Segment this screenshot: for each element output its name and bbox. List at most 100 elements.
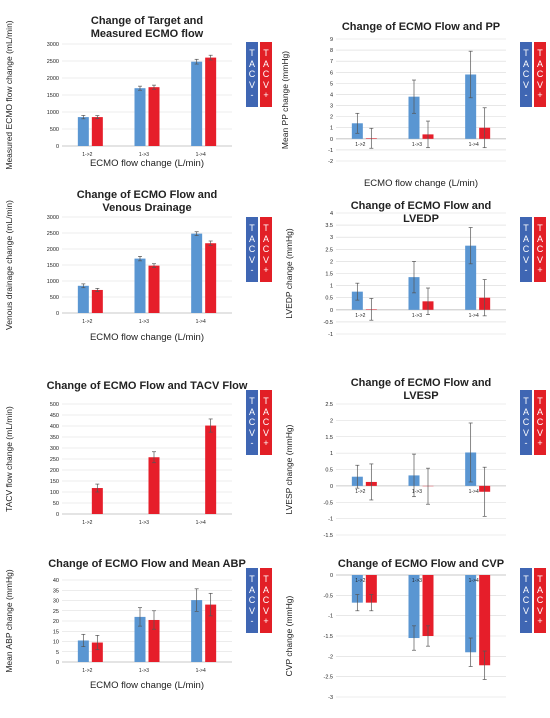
legend-letter: - — [524, 438, 528, 449]
bar-tacv-minus — [77, 285, 89, 313]
y-tick-label: 200 — [50, 468, 59, 474]
bar-tacv-minus — [408, 96, 420, 139]
legend-letter: C — [248, 244, 256, 255]
category-label: 1->2 — [355, 489, 365, 495]
bar-tacv-minus — [77, 117, 89, 146]
legend-letter: C — [262, 244, 270, 255]
y-tick-label: -1.5 — [324, 533, 333, 539]
legend-letter: - — [524, 90, 528, 101]
legend-letter: T — [537, 574, 543, 585]
x-axis-title: ECMO flow change (L/min) — [90, 332, 204, 343]
bar-tacv-minus — [465, 74, 477, 139]
chart-title-line: Venous Drainage — [102, 202, 191, 214]
y-tick-label: 3000 — [47, 42, 59, 48]
bar-tacv-plus — [422, 575, 434, 636]
legend-letter: T — [263, 223, 269, 234]
y-tick-label: 2000 — [47, 76, 59, 82]
y-tick-label: -1 — [328, 614, 333, 620]
chart-title-line: Change of ECMO Flow and — [351, 377, 492, 389]
legend-letter: A — [262, 584, 269, 595]
bar-tacv-minus — [191, 233, 203, 313]
legend-letter: V — [522, 427, 529, 438]
x-axis-title: ECMO flow change (L/min) — [90, 158, 204, 169]
legend-letter: V — [262, 427, 269, 438]
y-tick-label: 0 — [56, 311, 59, 317]
bar-tacv-minus — [134, 88, 146, 146]
y-tick-label: 1.5 — [325, 435, 333, 441]
y-tick-label: 8 — [330, 48, 333, 54]
y-tick-label: -1.5 — [324, 634, 333, 640]
y-tick-label: 6 — [330, 70, 333, 76]
y-tick-label: -1 — [328, 332, 333, 338]
legend-letter: V — [248, 254, 255, 265]
y-axis-title: LVESP change (mmHg) — [284, 424, 294, 514]
legend-letter: T — [249, 223, 255, 234]
category-label: 1->2 — [355, 578, 365, 584]
legend-letter: A — [262, 406, 269, 417]
y-axis-title: CVP change (mmHg) — [284, 596, 294, 677]
legend-letter: - — [250, 90, 254, 101]
bar-tacv-minus — [191, 61, 203, 146]
category-label: 1->3 — [139, 668, 149, 674]
legend-letter: C — [522, 417, 530, 428]
category-label: 1->3 — [412, 578, 422, 584]
legend-letter: C — [248, 417, 256, 428]
y-tick-label: 0 — [330, 573, 333, 579]
y-tick-label: 1.5 — [325, 272, 333, 278]
y-tick-label: 2.5 — [325, 402, 333, 408]
y-tick-label: -2 — [328, 654, 333, 660]
legend-letter: V — [262, 79, 269, 90]
legend-letter: + — [537, 90, 543, 101]
y-tick-label: 2500 — [47, 59, 59, 65]
y-tick-label: 0 — [330, 484, 333, 490]
y-tick-label: 350 — [50, 435, 59, 441]
legend-letter: C — [536, 417, 544, 428]
legend-letter: + — [263, 90, 269, 101]
bar-tacv-plus — [205, 57, 217, 146]
bar-tacv-minus — [351, 291, 363, 310]
category-label: 1->4 — [469, 142, 479, 148]
category-label: 1->2 — [82, 668, 92, 674]
bar-tacv-plus — [148, 265, 160, 313]
legend-letter: V — [248, 427, 255, 438]
y-tick-label: 35 — [53, 588, 59, 594]
legend-letter: C — [536, 595, 544, 606]
legend-letter: T — [523, 48, 529, 59]
y-tick-label: 40 — [53, 578, 59, 584]
category-label: 1->3 — [139, 152, 149, 158]
legend-letter: C — [522, 595, 530, 606]
y-tick-label: 3.5 — [325, 223, 333, 229]
bar-tacv-plus — [205, 604, 217, 662]
y-tick-label: 9 — [330, 37, 333, 43]
legend-letter: C — [536, 69, 544, 80]
legend-tacv-plus: T A C V + — [260, 390, 272, 455]
chart-title-line: Change of ECMO Flow and TACV Flow — [47, 380, 248, 392]
category-label: 1->2 — [82, 520, 92, 526]
legend-tacv-plus: T A C V + — [260, 568, 272, 633]
legend-letter: A — [248, 406, 255, 417]
legend-letter: + — [263, 438, 269, 449]
legend-letter: V — [522, 254, 529, 265]
chart-title-line: Change of Target and — [91, 15, 203, 27]
legend-tacv-plus: T A C V + — [534, 42, 546, 107]
category-label: 1->4 — [469, 578, 479, 584]
legend-letter: A — [262, 233, 269, 244]
category-label: 1->2 — [82, 319, 92, 325]
bar-tacv-plus — [148, 87, 160, 146]
y-tick-label: -0.5 — [324, 320, 333, 326]
legend-letter: + — [537, 616, 543, 627]
legend-letter: C — [262, 69, 270, 80]
y-tick-label: 300 — [50, 446, 59, 452]
chart-abp: Change of ECMO Flow and Mean ABP 0 5 10 15 20… — [4, 558, 246, 691]
legend-letter: A — [262, 58, 269, 69]
bar-tacv-minus — [191, 600, 203, 662]
y-tick-label: 4 — [330, 92, 333, 98]
chart-title-line: LVESP — [403, 390, 438, 402]
y-tick-label: 500 — [50, 295, 59, 301]
category-label: 1->4 — [196, 319, 206, 325]
